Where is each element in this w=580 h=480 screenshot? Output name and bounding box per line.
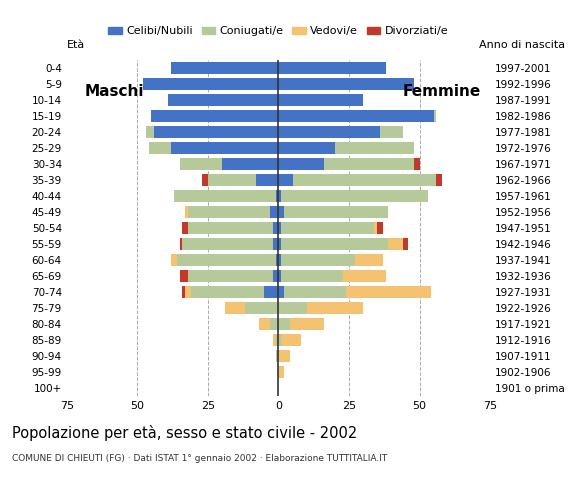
Bar xyxy=(278,318,289,330)
Bar xyxy=(202,174,208,186)
Bar xyxy=(191,286,264,298)
Bar xyxy=(278,350,289,362)
Bar xyxy=(343,270,386,282)
Bar xyxy=(276,350,278,362)
Bar xyxy=(270,206,278,218)
Bar xyxy=(434,110,437,122)
Bar xyxy=(389,238,403,250)
Bar xyxy=(180,158,222,170)
Bar xyxy=(256,174,278,186)
Bar xyxy=(188,222,273,234)
Bar xyxy=(225,302,245,314)
Bar xyxy=(289,318,324,330)
Bar xyxy=(180,238,183,250)
Bar xyxy=(177,254,276,266)
Bar xyxy=(208,174,256,186)
Bar xyxy=(143,78,278,90)
Text: COMUNE DI CHIEUTI (FG) · Dati ISTAT 1° gennaio 2002 · Elaborazione TUTTITALIA.IT: COMUNE DI CHIEUTI (FG) · Dati ISTAT 1° g… xyxy=(12,454,387,463)
Bar xyxy=(281,238,389,250)
Bar xyxy=(185,206,188,218)
Bar xyxy=(354,254,383,266)
Bar xyxy=(270,318,278,330)
Bar xyxy=(278,254,281,266)
Bar xyxy=(188,270,273,282)
Bar xyxy=(148,142,171,154)
Bar xyxy=(281,222,374,234)
Bar xyxy=(281,254,354,266)
Bar xyxy=(278,206,284,218)
Bar xyxy=(222,158,278,170)
Bar xyxy=(183,286,185,298)
Bar xyxy=(278,222,281,234)
Bar xyxy=(278,366,284,378)
Bar xyxy=(281,270,343,282)
Bar xyxy=(146,126,154,138)
Bar xyxy=(278,238,281,250)
Bar xyxy=(281,190,428,202)
Bar xyxy=(259,318,270,330)
Bar xyxy=(335,142,414,154)
Bar xyxy=(188,206,270,218)
Legend: Celibi/Nubili, Coniugati/e, Vedovi/e, Divorziati/e: Celibi/Nubili, Coniugati/e, Vedovi/e, Di… xyxy=(104,22,453,41)
Bar xyxy=(278,110,434,122)
Bar xyxy=(154,126,278,138)
Bar xyxy=(414,158,419,170)
Bar xyxy=(276,254,278,266)
Bar xyxy=(284,286,346,298)
Bar xyxy=(278,174,292,186)
Bar xyxy=(171,254,177,266)
Bar xyxy=(276,334,278,346)
Bar xyxy=(346,286,431,298)
Bar xyxy=(171,142,278,154)
Text: Anno di nascita: Anno di nascita xyxy=(480,40,566,50)
Bar xyxy=(324,158,414,170)
Bar xyxy=(183,238,273,250)
Bar xyxy=(168,94,278,106)
Bar xyxy=(273,238,278,250)
Text: Popolazione per età, sesso e stato civile - 2002: Popolazione per età, sesso e stato civil… xyxy=(12,425,357,441)
Bar xyxy=(403,238,408,250)
Bar xyxy=(377,222,383,234)
Text: Maschi: Maschi xyxy=(85,84,144,99)
Bar xyxy=(374,222,377,234)
Bar xyxy=(276,190,278,202)
Bar xyxy=(174,190,276,202)
Bar xyxy=(278,142,335,154)
Bar xyxy=(278,270,281,282)
Bar xyxy=(380,126,403,138)
Bar xyxy=(278,286,284,298)
Text: Età: Età xyxy=(67,40,85,50)
Bar xyxy=(264,286,278,298)
Bar xyxy=(278,334,281,346)
Bar xyxy=(278,158,324,170)
Bar xyxy=(307,302,363,314)
Bar xyxy=(278,94,363,106)
Bar xyxy=(278,302,307,314)
Bar xyxy=(278,190,281,202)
Bar xyxy=(245,302,278,314)
Bar xyxy=(437,174,442,186)
Bar xyxy=(183,222,188,234)
Text: Femmine: Femmine xyxy=(403,84,481,99)
Bar xyxy=(281,334,301,346)
Bar xyxy=(171,62,278,74)
Bar xyxy=(151,110,278,122)
Bar xyxy=(180,270,188,282)
Bar xyxy=(278,78,414,90)
Bar xyxy=(278,62,386,74)
Bar xyxy=(273,222,278,234)
Bar xyxy=(273,270,278,282)
Bar xyxy=(273,334,275,346)
Bar xyxy=(185,286,191,298)
Bar xyxy=(278,126,380,138)
Bar xyxy=(284,206,389,218)
Bar xyxy=(292,174,437,186)
